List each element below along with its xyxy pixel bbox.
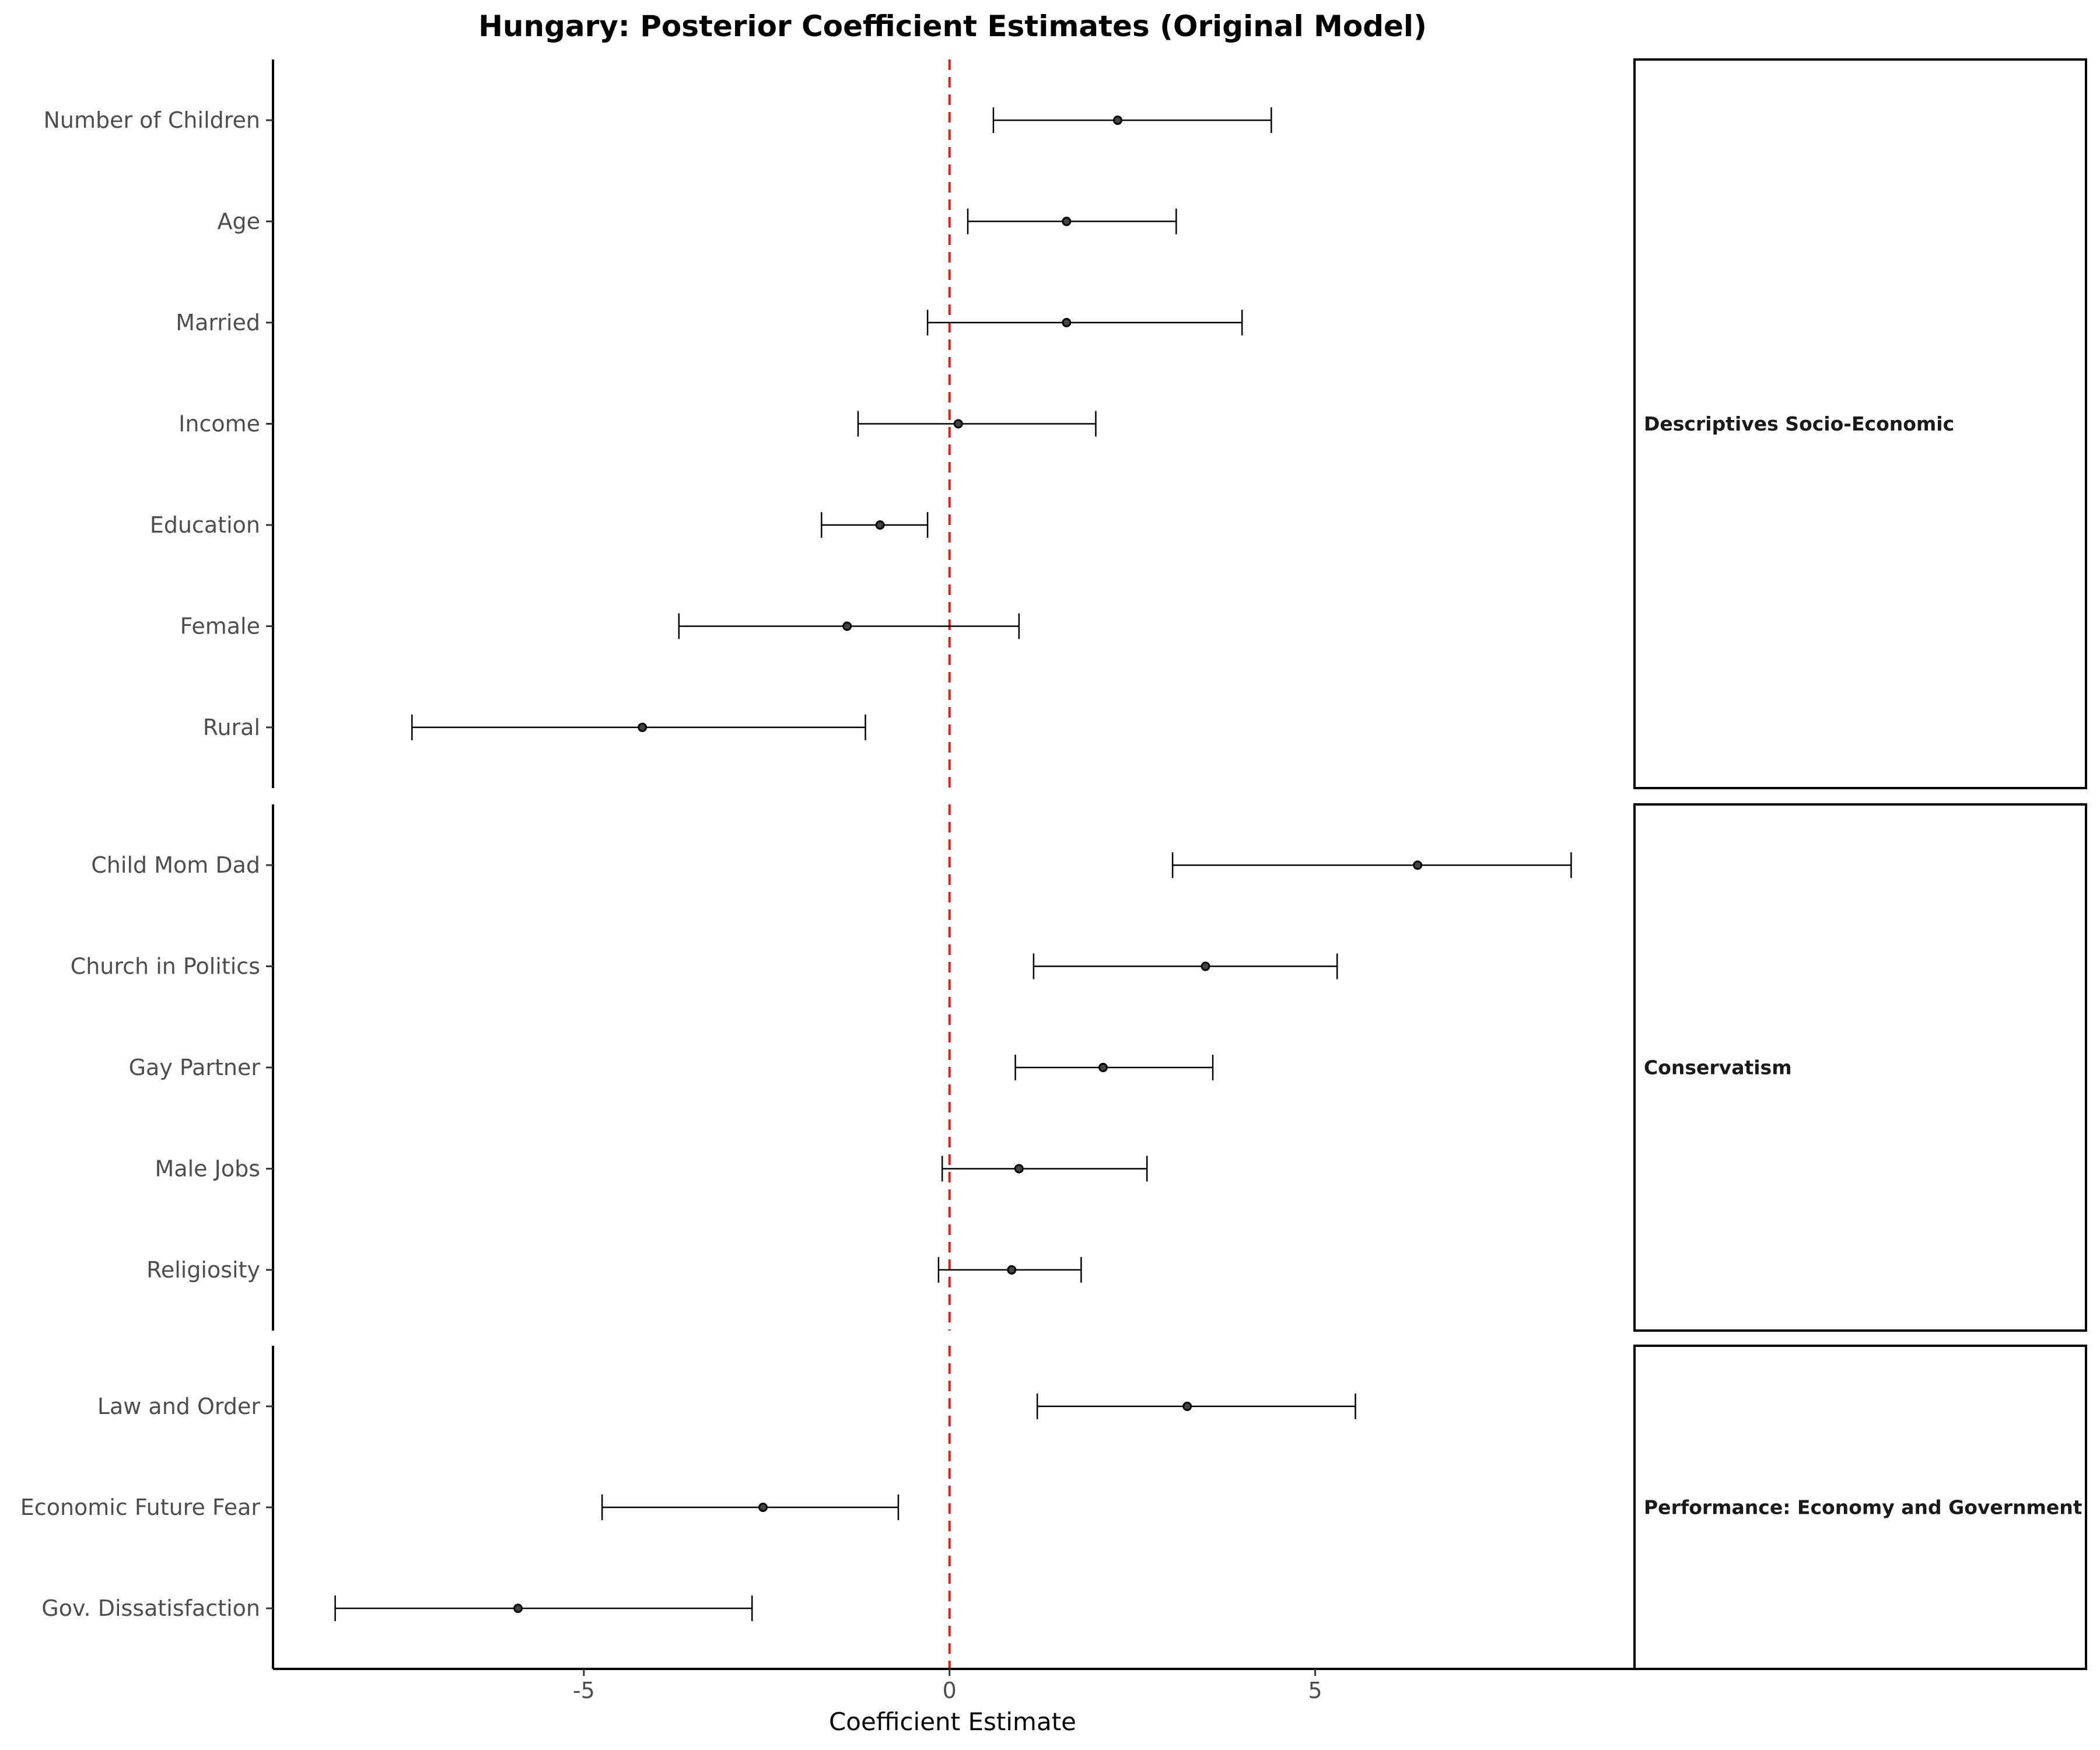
estimate-point [1098, 1063, 1108, 1072]
y-tick-label: Gov. Dissatisfaction [41, 1595, 260, 1621]
estimate-point [1182, 1401, 1192, 1411]
x-tick-label: 0 [943, 1678, 957, 1703]
estimate-point [1413, 860, 1423, 870]
y-tick-label: Child Mom Dad [91, 852, 260, 878]
y-tick-label: Income [178, 411, 260, 437]
estimate-point [1062, 318, 1072, 328]
y-tick-label: Law and Order [97, 1394, 261, 1419]
x-axis: -5 0 5 [273, 1668, 1633, 1703]
estimate-point [875, 520, 885, 530]
y-tick-label: Rural [203, 715, 260, 740]
y-tick-label: Economic Future Fear [20, 1494, 261, 1520]
estimate-point [1113, 116, 1123, 125]
facet-panel: Child Mom Dad Church in Politics Gay Partn… [71, 803, 2087, 1332]
facet-panels: Number of Children Age Married Income Educat… [20, 58, 2087, 1670]
estimate-point [1014, 1164, 1024, 1174]
y-tick-label: Church in Politics [71, 954, 260, 979]
y-tick-label: Education [150, 512, 260, 538]
chart-title: Hungary: Posterior Coefficient Estimates… [478, 9, 1427, 43]
estimate-point [842, 621, 852, 631]
estimate-point [513, 1604, 523, 1614]
x-axis-label: Coefficient Estimate [829, 1707, 1076, 1736]
y-tick-label: Female [180, 613, 260, 639]
facet-strip-label: Conservatism [1644, 1056, 1792, 1079]
facet-strip-label: Descriptives Socio-Economic [1644, 412, 1954, 435]
estimate-point [758, 1503, 768, 1512]
facet-strip [1633, 1345, 2087, 1670]
estimate-point [1062, 216, 1072, 226]
estimate-point [638, 722, 648, 732]
facet-panel: Law and Order Economic Future Fear Gov. Di… [20, 1345, 2087, 1670]
estimate-point [1007, 1265, 1017, 1275]
facet-strip [1633, 803, 2087, 1332]
x-tick-label: 5 [1308, 1678, 1322, 1703]
y-tick-label: Age [218, 209, 261, 235]
facet-strip [1633, 58, 2087, 789]
estimate-point [953, 419, 963, 429]
y-tick-label: Number of Children [43, 107, 260, 133]
y-tick-label: Religiosity [146, 1257, 260, 1283]
x-tick-label: -5 [573, 1678, 595, 1703]
estimate-point [1200, 961, 1210, 971]
y-tick-label: Male Jobs [155, 1156, 260, 1181]
facet-panel: Number of Children Age Married Income Educat… [43, 58, 2087, 789]
facet-strip-label: Performance: Economy and Government [1644, 1496, 2082, 1519]
y-tick-label: Gay Partner [129, 1055, 261, 1080]
y-tick-label: Married [176, 310, 260, 335]
